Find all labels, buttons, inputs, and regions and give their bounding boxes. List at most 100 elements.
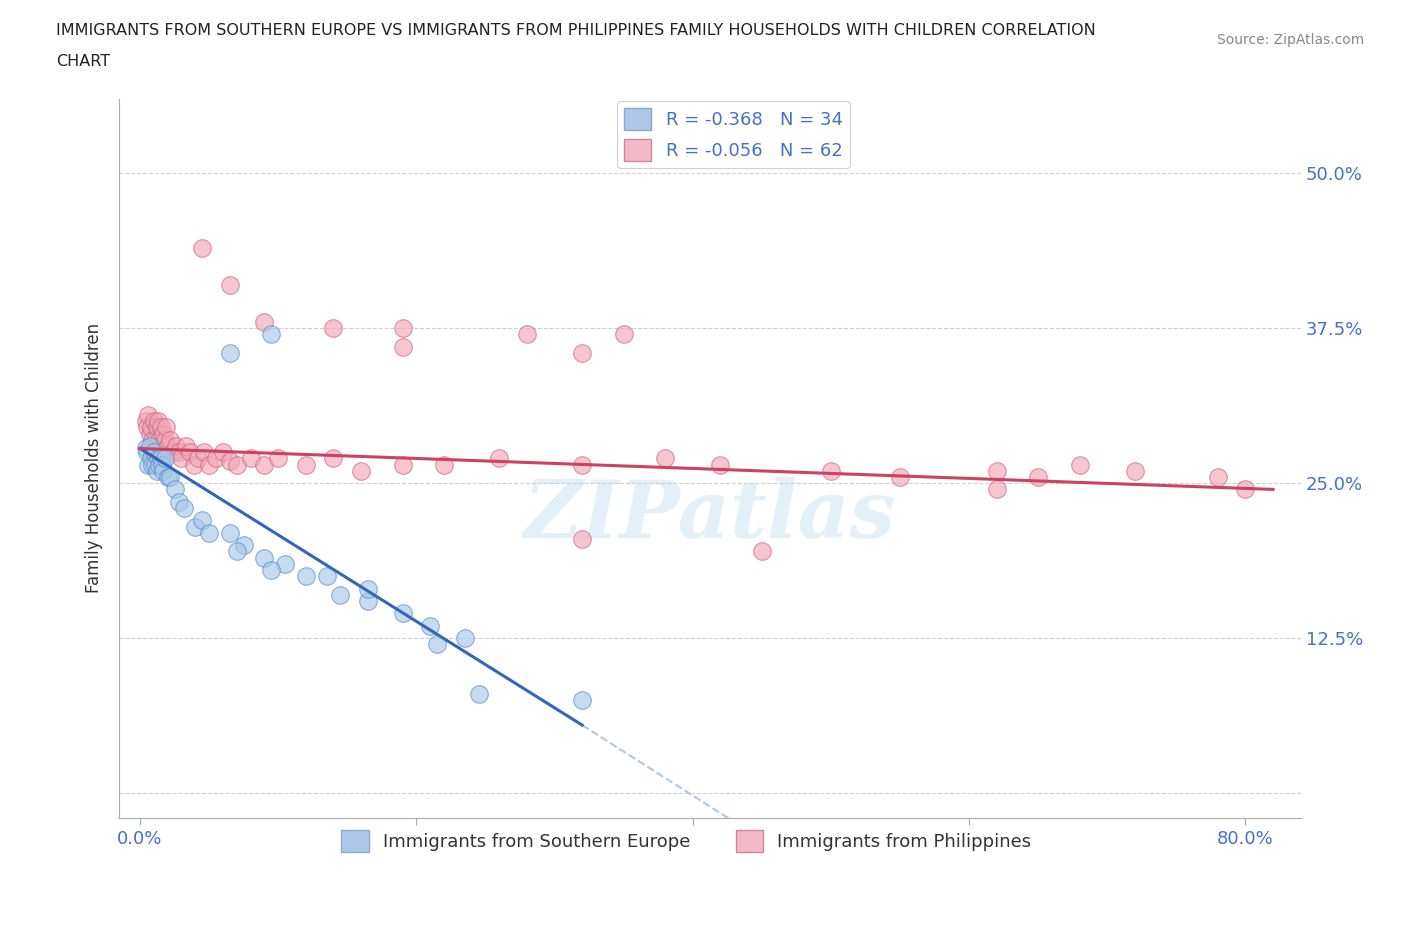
Point (260, 563, 283, 578)
Point (152, 426, 174, 441)
Point (187, 451, 209, 466)
Point (315, 569, 337, 584)
Point (193, 445, 215, 459)
Text: Source: ZipAtlas.com: Source: ZipAtlas.com (1216, 33, 1364, 46)
Point (162, 445, 184, 459)
Point (294, 458, 316, 472)
Point (155, 420, 177, 435)
Point (150, 439, 173, 454)
Point (183, 458, 205, 472)
Point (139, 451, 162, 466)
Point (159, 470, 181, 485)
Point (426, 637, 449, 652)
Point (170, 451, 193, 466)
Point (322, 451, 344, 466)
Point (218, 525, 240, 540)
Point (1206, 470, 1229, 485)
Point (205, 451, 228, 466)
Point (153, 432, 176, 447)
Point (142, 445, 165, 459)
Point (391, 606, 413, 621)
Point (294, 569, 316, 584)
Point (274, 556, 297, 571)
Point (156, 470, 179, 485)
Point (571, 346, 593, 361)
Point (141, 432, 163, 447)
Point (135, 420, 157, 435)
Point (571, 693, 593, 708)
Point (212, 445, 235, 459)
Point (419, 618, 441, 633)
Point (232, 538, 254, 552)
Point (179, 445, 201, 459)
Point (141, 458, 163, 472)
Point (654, 451, 676, 466)
Point (191, 513, 214, 528)
Point (391, 458, 413, 472)
Point (135, 414, 157, 429)
Point (357, 593, 380, 608)
Point (153, 451, 176, 466)
Point (253, 551, 276, 565)
Point (167, 445, 190, 459)
Point (149, 420, 172, 435)
Point (145, 463, 167, 478)
Point (184, 519, 207, 534)
Point (391, 339, 413, 354)
Text: IMMIGRANTS FROM SOUTHERN EUROPE VS IMMIGRANTS FROM PHILIPPINES FAMILY HOUSEHOLDS: IMMIGRANTS FROM SOUTHERN EUROPE VS IMMIG… (56, 23, 1097, 38)
Point (136, 407, 159, 422)
Point (139, 420, 162, 435)
Point (135, 445, 157, 459)
Point (142, 414, 165, 429)
Point (225, 458, 247, 472)
Point (1026, 470, 1049, 485)
Point (152, 463, 174, 478)
Point (889, 470, 911, 485)
Point (516, 327, 538, 342)
Legend: Immigrants from Southern Europe, Immigrants from Philippines: Immigrants from Southern Europe, Immigra… (335, 823, 1039, 859)
Point (253, 314, 276, 329)
Point (433, 458, 456, 472)
Point (218, 346, 240, 361)
Point (145, 420, 167, 435)
Point (225, 544, 247, 559)
Point (322, 321, 344, 336)
Point (159, 432, 181, 447)
Point (173, 500, 195, 515)
Point (174, 439, 197, 454)
Text: CHART: CHART (56, 54, 110, 69)
Point (163, 482, 186, 497)
Point (218, 454, 240, 469)
Point (488, 451, 510, 466)
Point (613, 327, 636, 342)
Point (138, 426, 160, 441)
Point (709, 458, 731, 472)
Text: ZIPatlas: ZIPatlas (524, 477, 896, 554)
Point (143, 432, 166, 447)
Point (820, 463, 842, 478)
Point (135, 441, 157, 456)
Point (986, 482, 1008, 497)
Point (148, 458, 170, 472)
Point (350, 463, 373, 478)
Point (239, 451, 262, 466)
Point (571, 532, 593, 547)
Point (146, 414, 169, 429)
Point (156, 439, 179, 454)
Point (1069, 458, 1091, 472)
Point (986, 463, 1008, 478)
Point (138, 439, 160, 454)
Point (198, 525, 221, 540)
Point (260, 327, 283, 342)
Point (329, 588, 352, 603)
Point (148, 432, 170, 447)
Point (191, 240, 214, 255)
Point (391, 321, 413, 336)
Point (136, 458, 159, 472)
Point (467, 686, 489, 701)
Point (150, 458, 173, 472)
Point (1234, 482, 1257, 497)
Point (253, 458, 276, 472)
Point (218, 277, 240, 292)
Point (198, 458, 221, 472)
